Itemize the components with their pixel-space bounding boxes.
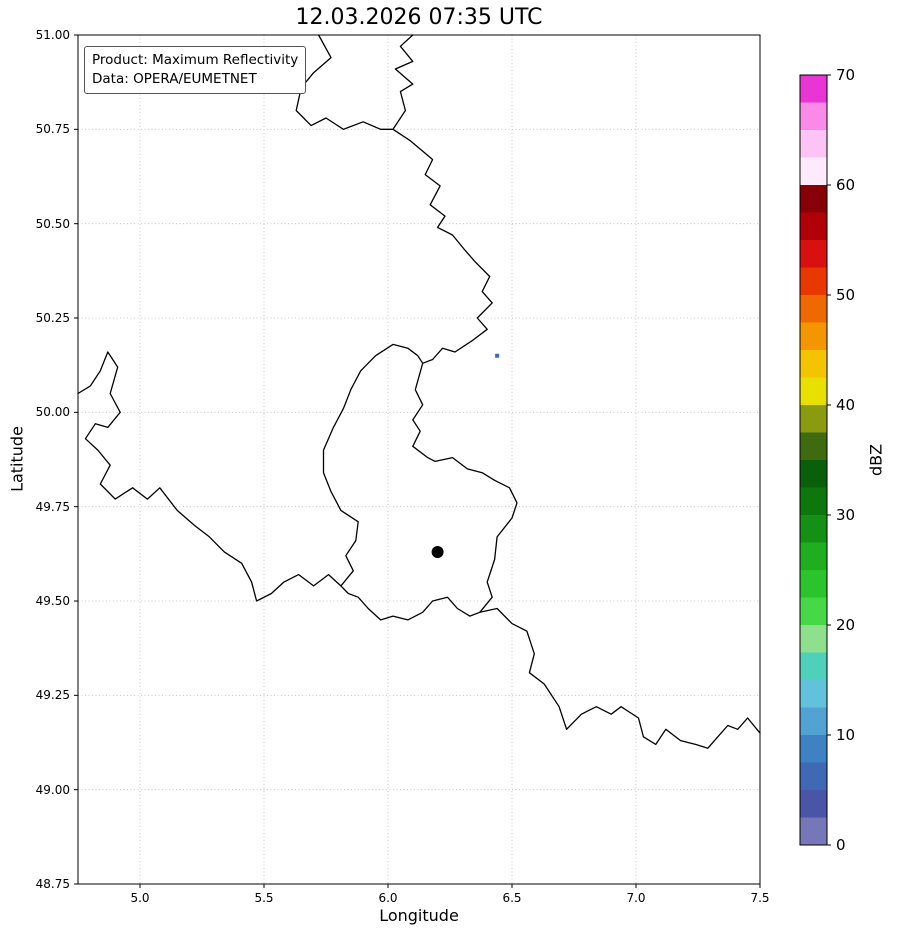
colorbar-band bbox=[800, 789, 827, 818]
colorbar-band bbox=[800, 817, 827, 845]
colorbar-band bbox=[800, 569, 827, 598]
y-axis-label: Latitude bbox=[7, 426, 27, 492]
border-path-fr_de bbox=[479, 607, 761, 749]
figure-title: 12.03.2026 07:35 UTC bbox=[295, 5, 543, 30]
colorbar-band bbox=[800, 129, 827, 158]
station-marker bbox=[431, 545, 444, 558]
y-tick-label: 51.00 bbox=[35, 28, 70, 42]
colorbar-band bbox=[800, 459, 827, 488]
y-tick-label: 48.75 bbox=[35, 877, 70, 891]
x-tick-label: 7.5 bbox=[750, 891, 770, 905]
colorbar-tick-label: 20 bbox=[836, 616, 856, 634]
x-tick-label: 5.5 bbox=[254, 891, 274, 905]
colorbar-band bbox=[800, 514, 827, 543]
colorbar-tick-label: 10 bbox=[836, 726, 856, 744]
colorbar-band bbox=[800, 102, 827, 130]
colorbar-tick-label: 30 bbox=[836, 506, 856, 524]
border-path-nl_be bbox=[295, 34, 394, 130]
border-path-nl_de bbox=[392, 34, 414, 130]
radar-echo bbox=[495, 353, 500, 358]
colorbar-band bbox=[800, 487, 827, 515]
product-line: Product: Maximum Reflectivity bbox=[92, 52, 299, 68]
colorbar-tick-label: 50 bbox=[836, 286, 856, 304]
border-path-luxembourg bbox=[322, 343, 518, 621]
border-path-be_de bbox=[392, 128, 493, 364]
x-tick-label: 7.0 bbox=[626, 891, 646, 905]
colorbar-band bbox=[800, 707, 827, 735]
colorbar-band bbox=[800, 762, 827, 790]
x-tick-label: 6.5 bbox=[502, 891, 522, 905]
colorbar-band bbox=[800, 432, 827, 460]
colorbar-tick-label: 60 bbox=[836, 176, 856, 194]
colorbar-frame bbox=[799, 74, 828, 846]
colorbar-band bbox=[800, 734, 827, 763]
y-tick-label: 50.75 bbox=[35, 122, 70, 137]
y-tick-label: 49.75 bbox=[35, 499, 70, 514]
colorbar-tick-label: 40 bbox=[836, 396, 856, 414]
border-path-fr_be bbox=[77, 351, 342, 602]
x-tick-label: 6.0 bbox=[378, 891, 398, 905]
colorbar-band bbox=[800, 597, 827, 625]
colorbar-band bbox=[800, 652, 827, 680]
colorbar-band bbox=[800, 377, 827, 405]
y-tick-label: 49.50 bbox=[35, 594, 70, 608]
colorbar-band bbox=[800, 75, 827, 103]
y-tick-label: 50.50 bbox=[35, 216, 70, 231]
x-tick-label: 5.0 bbox=[130, 891, 150, 905]
product-annotation-box: Product: Maximum Reflectivity Data: OPER… bbox=[84, 46, 307, 94]
colorbar-band bbox=[800, 294, 827, 323]
colorbar-tick-label: 0 bbox=[836, 836, 846, 854]
colorbar-band bbox=[800, 157, 827, 185]
x-axis-label: Longitude bbox=[379, 906, 459, 925]
colorbar-band bbox=[800, 239, 827, 268]
data-source-line: Data: OPERA/EUMETNET bbox=[92, 70, 257, 87]
colorbar-band bbox=[800, 542, 827, 570]
y-tick-label: 50.25 bbox=[35, 311, 70, 325]
colorbar-band bbox=[800, 184, 827, 213]
colorbar-tick-label: 70 bbox=[836, 66, 856, 84]
colorbar-band bbox=[800, 267, 827, 295]
colorbar-band bbox=[800, 349, 827, 378]
colorbar-band bbox=[800, 679, 827, 708]
colorbar-band bbox=[800, 404, 827, 433]
y-tick-label: 50.00 bbox=[35, 405, 70, 420]
y-tick-label: 49.00 bbox=[35, 782, 70, 797]
colorbar-band bbox=[800, 322, 827, 350]
y-tick-label: 49.25 bbox=[35, 688, 70, 703]
colorbar-label: dBZ bbox=[866, 443, 886, 477]
axes-frame bbox=[77, 34, 761, 885]
colorbar-band bbox=[800, 624, 827, 653]
colorbar-band bbox=[800, 212, 827, 240]
